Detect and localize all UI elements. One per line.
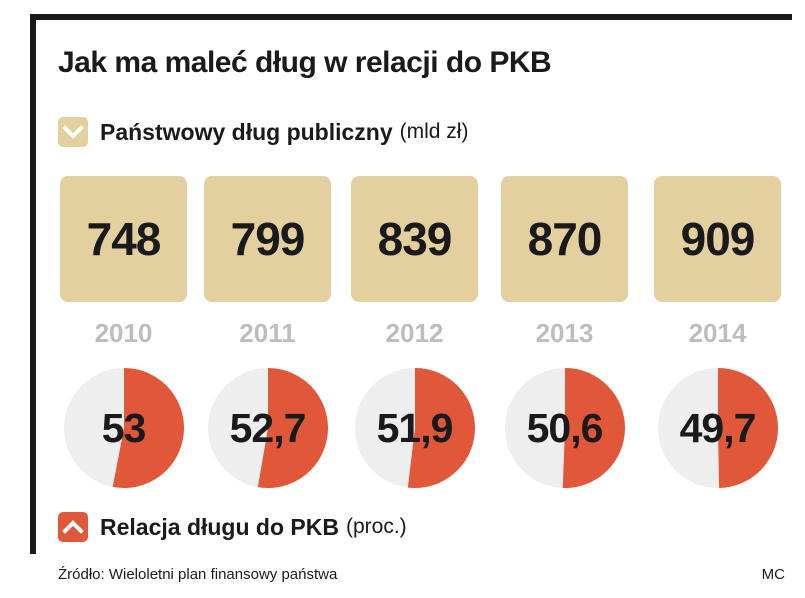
author-initials: MC <box>761 566 785 583</box>
legend-debt-unit: (mld zł) <box>399 120 469 143</box>
ratio-value-2014: 49,7 <box>679 404 757 451</box>
ratio-value-2012: 51,9 <box>376 404 454 451</box>
pie-slice-2011 <box>257 368 328 488</box>
ratio-value-2013: 50,6 <box>526 404 604 451</box>
chevron-down-icon <box>58 117 88 147</box>
year-label-2014: 2014 <box>688 318 747 348</box>
ratio-pie-2014: 49,7 <box>657 368 778 488</box>
year-label-2012: 2012 <box>385 318 444 348</box>
debt-value-box-2010: 748 <box>60 176 187 302</box>
legend-ratio-unit: (proc.) <box>345 515 407 538</box>
legend-ratio-label: Relacja długu do PKB <box>100 513 339 540</box>
pie-slice-2010 <box>112 368 184 488</box>
ratio-pie-2013: 50,6 <box>504 368 625 488</box>
legend-debt: Państwowy dług publiczny (mld zł) <box>58 117 468 147</box>
frame-top-rule <box>30 14 792 20</box>
year-label-2010: 2010 <box>94 318 153 348</box>
chart-title: Jak ma maleć dług w relacji do PKB <box>58 46 552 79</box>
year-label-2013: 2013 <box>535 318 594 348</box>
source-note: Źródło: Wieloletni plan finansowy państw… <box>58 566 338 583</box>
ratio-pie-2011: 52,7 <box>207 368 328 488</box>
legend-ratio: Relacja długu do PKB (proc.) <box>58 512 407 542</box>
debt-value-box-2011: 799 <box>204 176 331 302</box>
pie-slice-2013 <box>562 368 625 488</box>
ratio-pie-2010: 53 <box>63 368 184 488</box>
pie-slice-2014 <box>717 368 778 488</box>
debt-value-box-2013: 870 <box>501 176 628 302</box>
ratio-value-2011: 52,7 <box>229 404 307 451</box>
debt-value-box-2014: 909 <box>654 176 781 302</box>
legend-debt-label: Państwowy dług publiczny <box>100 118 393 145</box>
ratio-pie-2012: 51,9 <box>354 368 475 488</box>
debt-value-box-2012: 839 <box>351 176 478 302</box>
pie-slice-2012 <box>407 368 475 488</box>
frame-left-rule <box>30 14 36 554</box>
year-label-2011: 2011 <box>239 318 296 348</box>
chevron-up-icon <box>58 512 88 542</box>
ratio-value-2010: 53 <box>101 404 147 451</box>
